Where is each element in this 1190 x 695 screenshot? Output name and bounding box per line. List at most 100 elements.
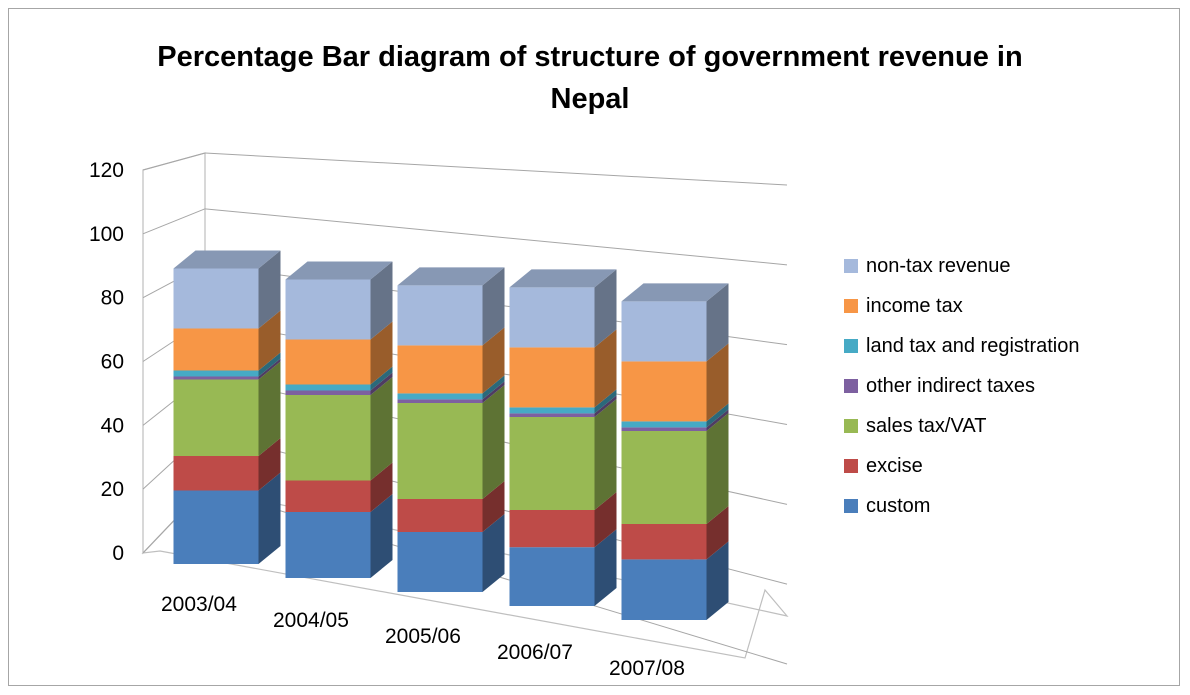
y-tick-label: 20 (101, 478, 124, 501)
bar-segment-sales-tax-vat (509, 417, 595, 510)
bar-segment-excise (173, 456, 259, 491)
bar-segment-side (258, 310, 281, 371)
bar-segment-non-tax-revenue (397, 285, 483, 346)
bar-segment-other-indirect-taxes (397, 399, 483, 403)
x-tick-label: 2006/07 (497, 641, 573, 664)
y-tick-label: 100 (89, 223, 124, 246)
bar-segment-side (482, 381, 505, 403)
bar-segment-excise (285, 480, 371, 512)
bar-segment-side (370, 372, 393, 395)
bar-segment-land-tax-and-registration (285, 384, 371, 391)
bar-segment-side (258, 352, 281, 377)
bar-segment-side (706, 413, 729, 524)
bar-segment-side (594, 492, 617, 548)
bar-segment-side (258, 438, 281, 491)
chart-title-line-2: Nepal (550, 83, 630, 115)
legend-item: sales tax/VAT (844, 412, 986, 440)
bar-segment-custom (173, 490, 259, 564)
legend-label: excise (866, 454, 923, 477)
legend-item: custom (844, 492, 930, 520)
gridline-back (204, 152, 788, 186)
bar-segment-side (258, 472, 281, 564)
legend-label: income tax (866, 294, 963, 317)
bar-top (509, 269, 617, 288)
bar-segment-sales-tax-vat (397, 403, 483, 499)
bar-segment-side (706, 403, 729, 428)
x-tick-label: 2007/08 (609, 657, 685, 680)
bar-segment-side (594, 389, 617, 414)
bar-top (397, 267, 505, 286)
bar-segment-sales-tax-vat (621, 431, 707, 524)
bar-segment-land-tax-and-registration (397, 393, 483, 400)
legend-label: sales tax/VAT (866, 414, 987, 437)
bar-segment-side (258, 358, 281, 380)
bar-segment-non-tax-revenue (509, 287, 595, 348)
bar-segment-side (594, 529, 617, 606)
bar-segment-side (706, 283, 729, 362)
bar-segment-side (370, 321, 393, 385)
bar-segment-side (706, 409, 729, 431)
bar-segment-side (482, 267, 505, 346)
bar-segment-other-indirect-taxes (173, 376, 259, 380)
bar-segment-other-indirect-taxes (621, 427, 707, 431)
bar-top (173, 250, 281, 269)
bar-top (285, 261, 393, 280)
bar-segment-side (706, 541, 729, 620)
bar-segment-side (482, 514, 505, 592)
chart-title: Percentage Bar diagram of structure of g… (0, 36, 1180, 120)
bar-segment-sales-tax-vat (173, 379, 259, 456)
y-tick-label: 80 (101, 287, 124, 310)
bar-segment-side (482, 327, 505, 394)
bar-segment-excise (621, 524, 707, 560)
bar-segment-land-tax-and-registration (509, 407, 595, 414)
y-tick-label: 120 (89, 159, 124, 182)
bar-segment-side (370, 494, 393, 578)
legend-item: land tax and registration (844, 332, 1079, 360)
bar-segment-side (370, 261, 393, 340)
bar-segment-excise (397, 499, 483, 532)
bar-segment-side (370, 377, 393, 481)
bar-segment-income-tax (621, 361, 707, 422)
bar-segment-side (258, 250, 281, 329)
bar-segment-land-tax-and-registration (173, 370, 259, 377)
bar-top (621, 283, 729, 302)
x-tick-label: 2005/06 (385, 625, 461, 648)
x-tick-label: 2004/05 (273, 609, 349, 632)
bar-segment-side (706, 506, 729, 560)
bar-segment-side (594, 399, 617, 510)
legend-swatch (844, 259, 858, 273)
legend-label: land tax and registration (866, 334, 1080, 357)
bar-segment-side (594, 269, 617, 348)
bar-segment-other-indirect-taxes (285, 390, 371, 395)
bar-segment-custom (621, 559, 707, 620)
bar-segment-land-tax-and-registration (621, 421, 707, 428)
x-tick-label: 2003/04 (161, 593, 237, 616)
bar-segment-income-tax (173, 328, 259, 371)
bar-segment-income-tax (509, 347, 595, 408)
legend-label: other indirect taxes (866, 374, 1035, 397)
gridline-side (142, 208, 206, 235)
bar-segment-side (258, 361, 281, 456)
legend-item: non-tax revenue (844, 252, 1011, 280)
bar-segment-custom (285, 512, 371, 578)
legend-swatch (844, 339, 858, 353)
y-tick-label: 40 (101, 414, 124, 437)
chart-title-line-1: Percentage Bar diagram of structure of g… (157, 41, 1023, 73)
gridline-back (204, 208, 788, 266)
bar-segment-side (370, 366, 393, 391)
y-tick-label: 0 (112, 542, 124, 565)
bar-segment-excise (509, 510, 595, 548)
legend-swatch (844, 499, 858, 513)
legend-swatch (844, 419, 858, 433)
bar-segment-side (594, 329, 617, 408)
legend-item: income tax (844, 292, 963, 320)
bar-segment-side (594, 395, 617, 417)
bar-segment-income-tax (397, 345, 483, 394)
legend-swatch (844, 299, 858, 313)
legend-item: other indirect taxes (844, 372, 1035, 400)
bar-segment-side (370, 462, 393, 512)
bar-segment-side (482, 481, 505, 532)
bar-segment-non-tax-revenue (621, 301, 707, 362)
legend-label: non-tax revenue (866, 254, 1011, 277)
